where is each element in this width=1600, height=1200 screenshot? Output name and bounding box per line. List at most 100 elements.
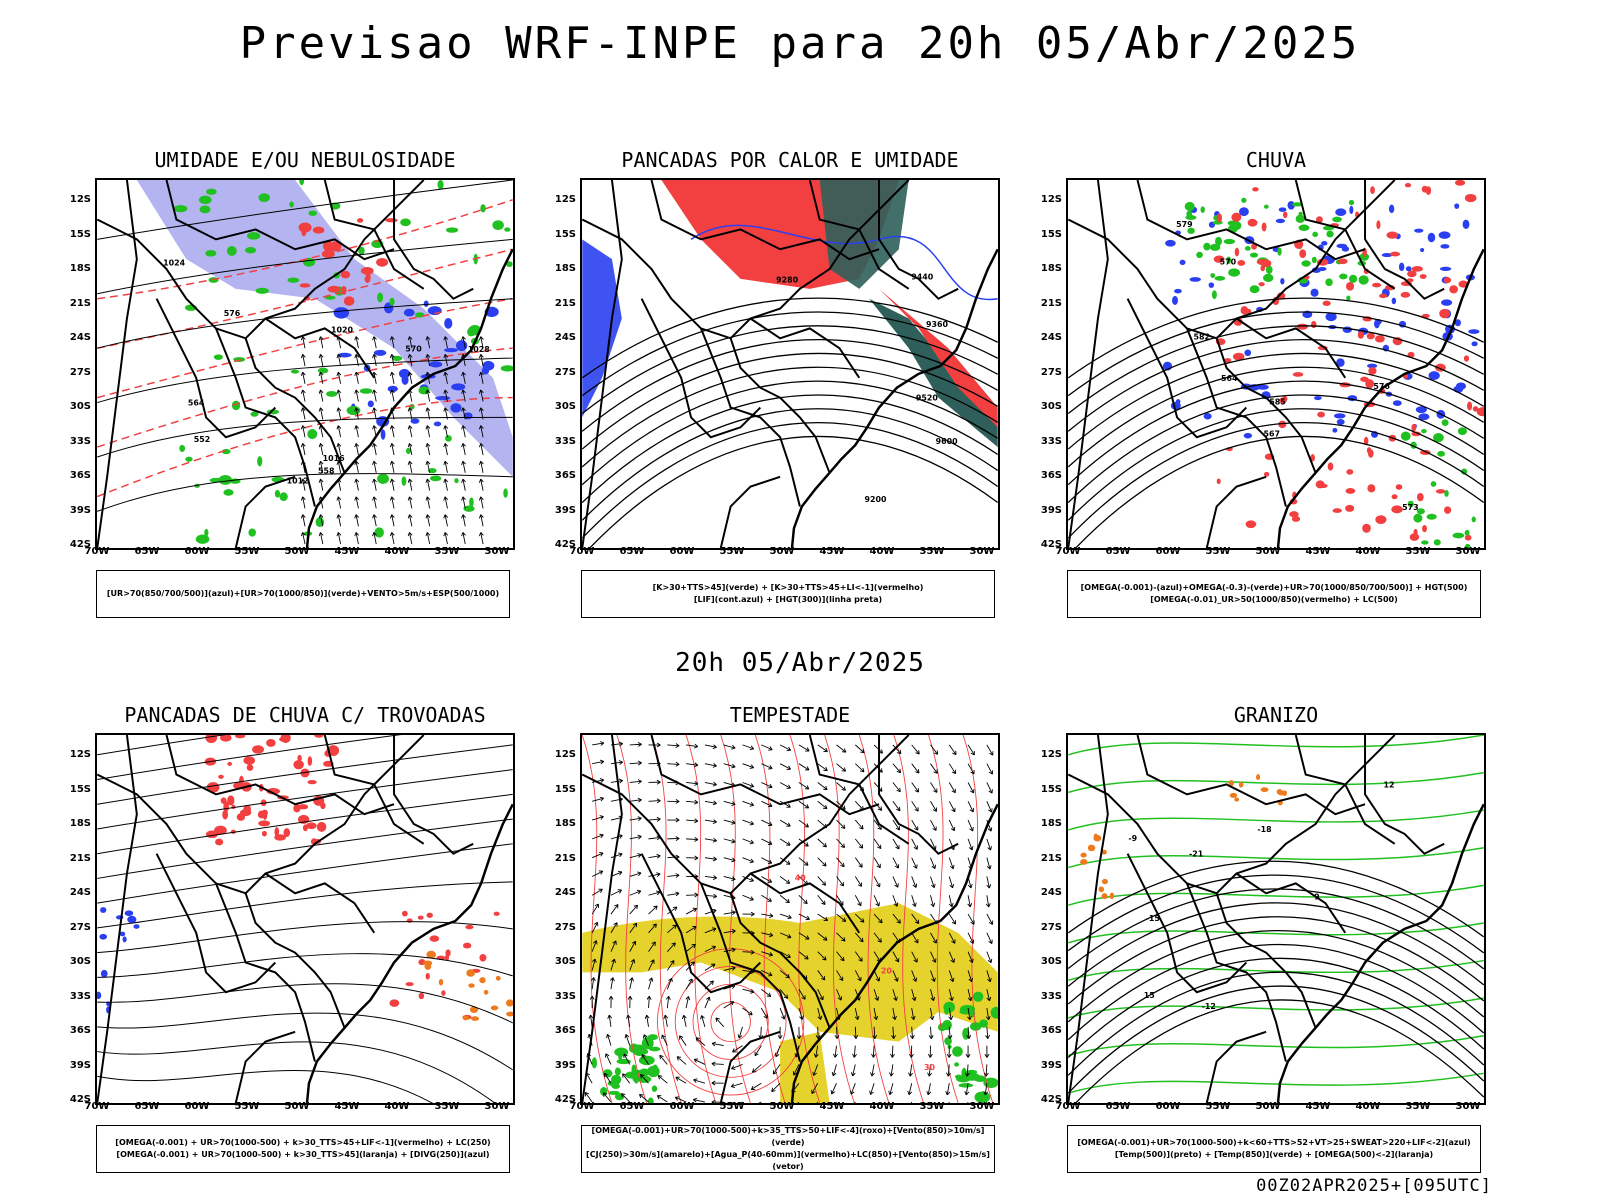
- shaded-area: [480, 204, 486, 213]
- wind-vector: [667, 874, 680, 877]
- wind-vector-head: [986, 996, 992, 1002]
- contour-line: [582, 325, 998, 414]
- legend-line: [OMEGA(-0.001) + UR>70(1000-500) + k>30_…: [115, 1138, 491, 1147]
- wind-vector: [444, 496, 448, 509]
- wind-vector-head: [965, 1053, 971, 1058]
- lat-label: 27S: [1040, 366, 1062, 378]
- wind-vector-head: [630, 959, 636, 964]
- shaded-area: [1277, 247, 1282, 256]
- wind-vector: [373, 407, 377, 420]
- contour-line: [1068, 366, 1484, 468]
- wind-vector-head: [804, 804, 810, 809]
- shaded-area: [258, 193, 270, 203]
- wind-vector: [723, 967, 736, 971]
- wind-vector-head: [389, 514, 395, 519]
- lon-label: 40W: [384, 546, 410, 557]
- lat-label: 12S: [1040, 749, 1062, 760]
- shaded-area: [444, 317, 453, 329]
- wind-vector-head: [822, 936, 828, 941]
- shaded-area: [1247, 218, 1258, 227]
- wind-vector: [986, 782, 993, 794]
- panel-legend: [OMEGA(-0.001)-(azul)+OMEGA(-0.3)-(verde…: [1067, 570, 1481, 618]
- wind-vector: [409, 354, 413, 367]
- shaded-area: [1375, 515, 1387, 524]
- border-line: [650, 735, 880, 816]
- shaded-area: [213, 354, 223, 360]
- wind-vector-head: [711, 945, 716, 951]
- shaded-area: [405, 982, 414, 987]
- shaded-area: [471, 1016, 480, 1021]
- wind-vector-head: [425, 389, 431, 394]
- legend-line: [CJ(250)>30m/s](amarelo)+[Agua_P(40-60mm…: [586, 1150, 990, 1171]
- wind-vector: [836, 895, 844, 906]
- wind-vector: [817, 782, 828, 791]
- contour-label: 9440: [911, 273, 934, 282]
- shaded-area: [1346, 469, 1354, 475]
- shaded-area: [1332, 216, 1342, 223]
- contour-label: 20: [881, 966, 893, 975]
- shaded-area: [299, 180, 305, 186]
- shaded-area: [1444, 489, 1449, 497]
- shaded-area: [454, 478, 459, 484]
- wind-vector-head: [693, 1078, 698, 1083]
- shaded-area: [1368, 367, 1377, 375]
- border-line: [878, 180, 959, 300]
- shaded-area: [289, 201, 294, 208]
- wind-vector-head: [823, 747, 828, 753]
- wind-vector-head: [749, 858, 754, 864]
- lon-label: 40W: [869, 1101, 895, 1112]
- border-line: [719, 1030, 781, 1103]
- shaded-area: [1407, 500, 1414, 508]
- wind-vector: [761, 744, 773, 751]
- shaded-area: [451, 383, 466, 391]
- shaded-area: [1400, 291, 1411, 298]
- shaded-area: [1213, 255, 1225, 263]
- wind-vector-head: [389, 354, 395, 359]
- contour-label: 9360: [926, 320, 949, 329]
- lon-label: 65W: [134, 546, 160, 557]
- shaded-area: [429, 935, 440, 942]
- wind-vector: [302, 496, 306, 509]
- wind-vector-head: [926, 1090, 932, 1096]
- shaded-area: [279, 492, 288, 502]
- wind-vector-head: [985, 1015, 991, 1021]
- wind-vector-head: [949, 996, 954, 1002]
- wind-vector: [760, 1007, 768, 1019]
- wind-vector-head: [637, 871, 642, 877]
- shaded-area: [1415, 406, 1427, 414]
- forecast-map: 585 582 579 576 573 570 567 564: [1066, 178, 1486, 550]
- contour-label: 570: [1220, 258, 1237, 267]
- wind-vector-head: [968, 977, 974, 983]
- lon-label: 50W: [769, 1101, 795, 1112]
- wind-vector: [930, 857, 936, 869]
- wind-vector: [686, 800, 698, 803]
- wind-vector-head: [986, 865, 992, 870]
- temp850-contour: [1068, 847, 1484, 869]
- border-line: [244, 892, 346, 1029]
- wind-vector-head: [914, 807, 919, 812]
- wind-vector: [302, 372, 306, 384]
- shaded-area: [297, 754, 302, 762]
- wind-vector-head: [947, 1034, 953, 1039]
- wind-vector: [911, 989, 916, 1001]
- contour-line: [582, 422, 998, 539]
- lat-label: 18S: [1040, 818, 1062, 829]
- shaded-area: [307, 779, 317, 785]
- shaded-area: [1321, 241, 1328, 246]
- wind-vector-head: [932, 807, 937, 812]
- wind-vector: [911, 895, 916, 907]
- wind-vector: [585, 1072, 593, 1084]
- coastline: [305, 248, 513, 548]
- wind-vector: [666, 960, 675, 971]
- border-line: [155, 298, 277, 439]
- wind-vector-head: [637, 779, 642, 785]
- wind-vector: [967, 1026, 970, 1039]
- lon-label: 70W: [569, 546, 595, 557]
- wind-vector-head: [821, 900, 826, 905]
- wind-vector-head: [750, 949, 755, 955]
- wind-vector-head: [831, 1071, 837, 1077]
- contour-line: [1068, 957, 1484, 1058]
- shaded-area: [280, 735, 291, 744]
- wind-vector: [685, 978, 693, 990]
- wind-vector: [320, 496, 324, 509]
